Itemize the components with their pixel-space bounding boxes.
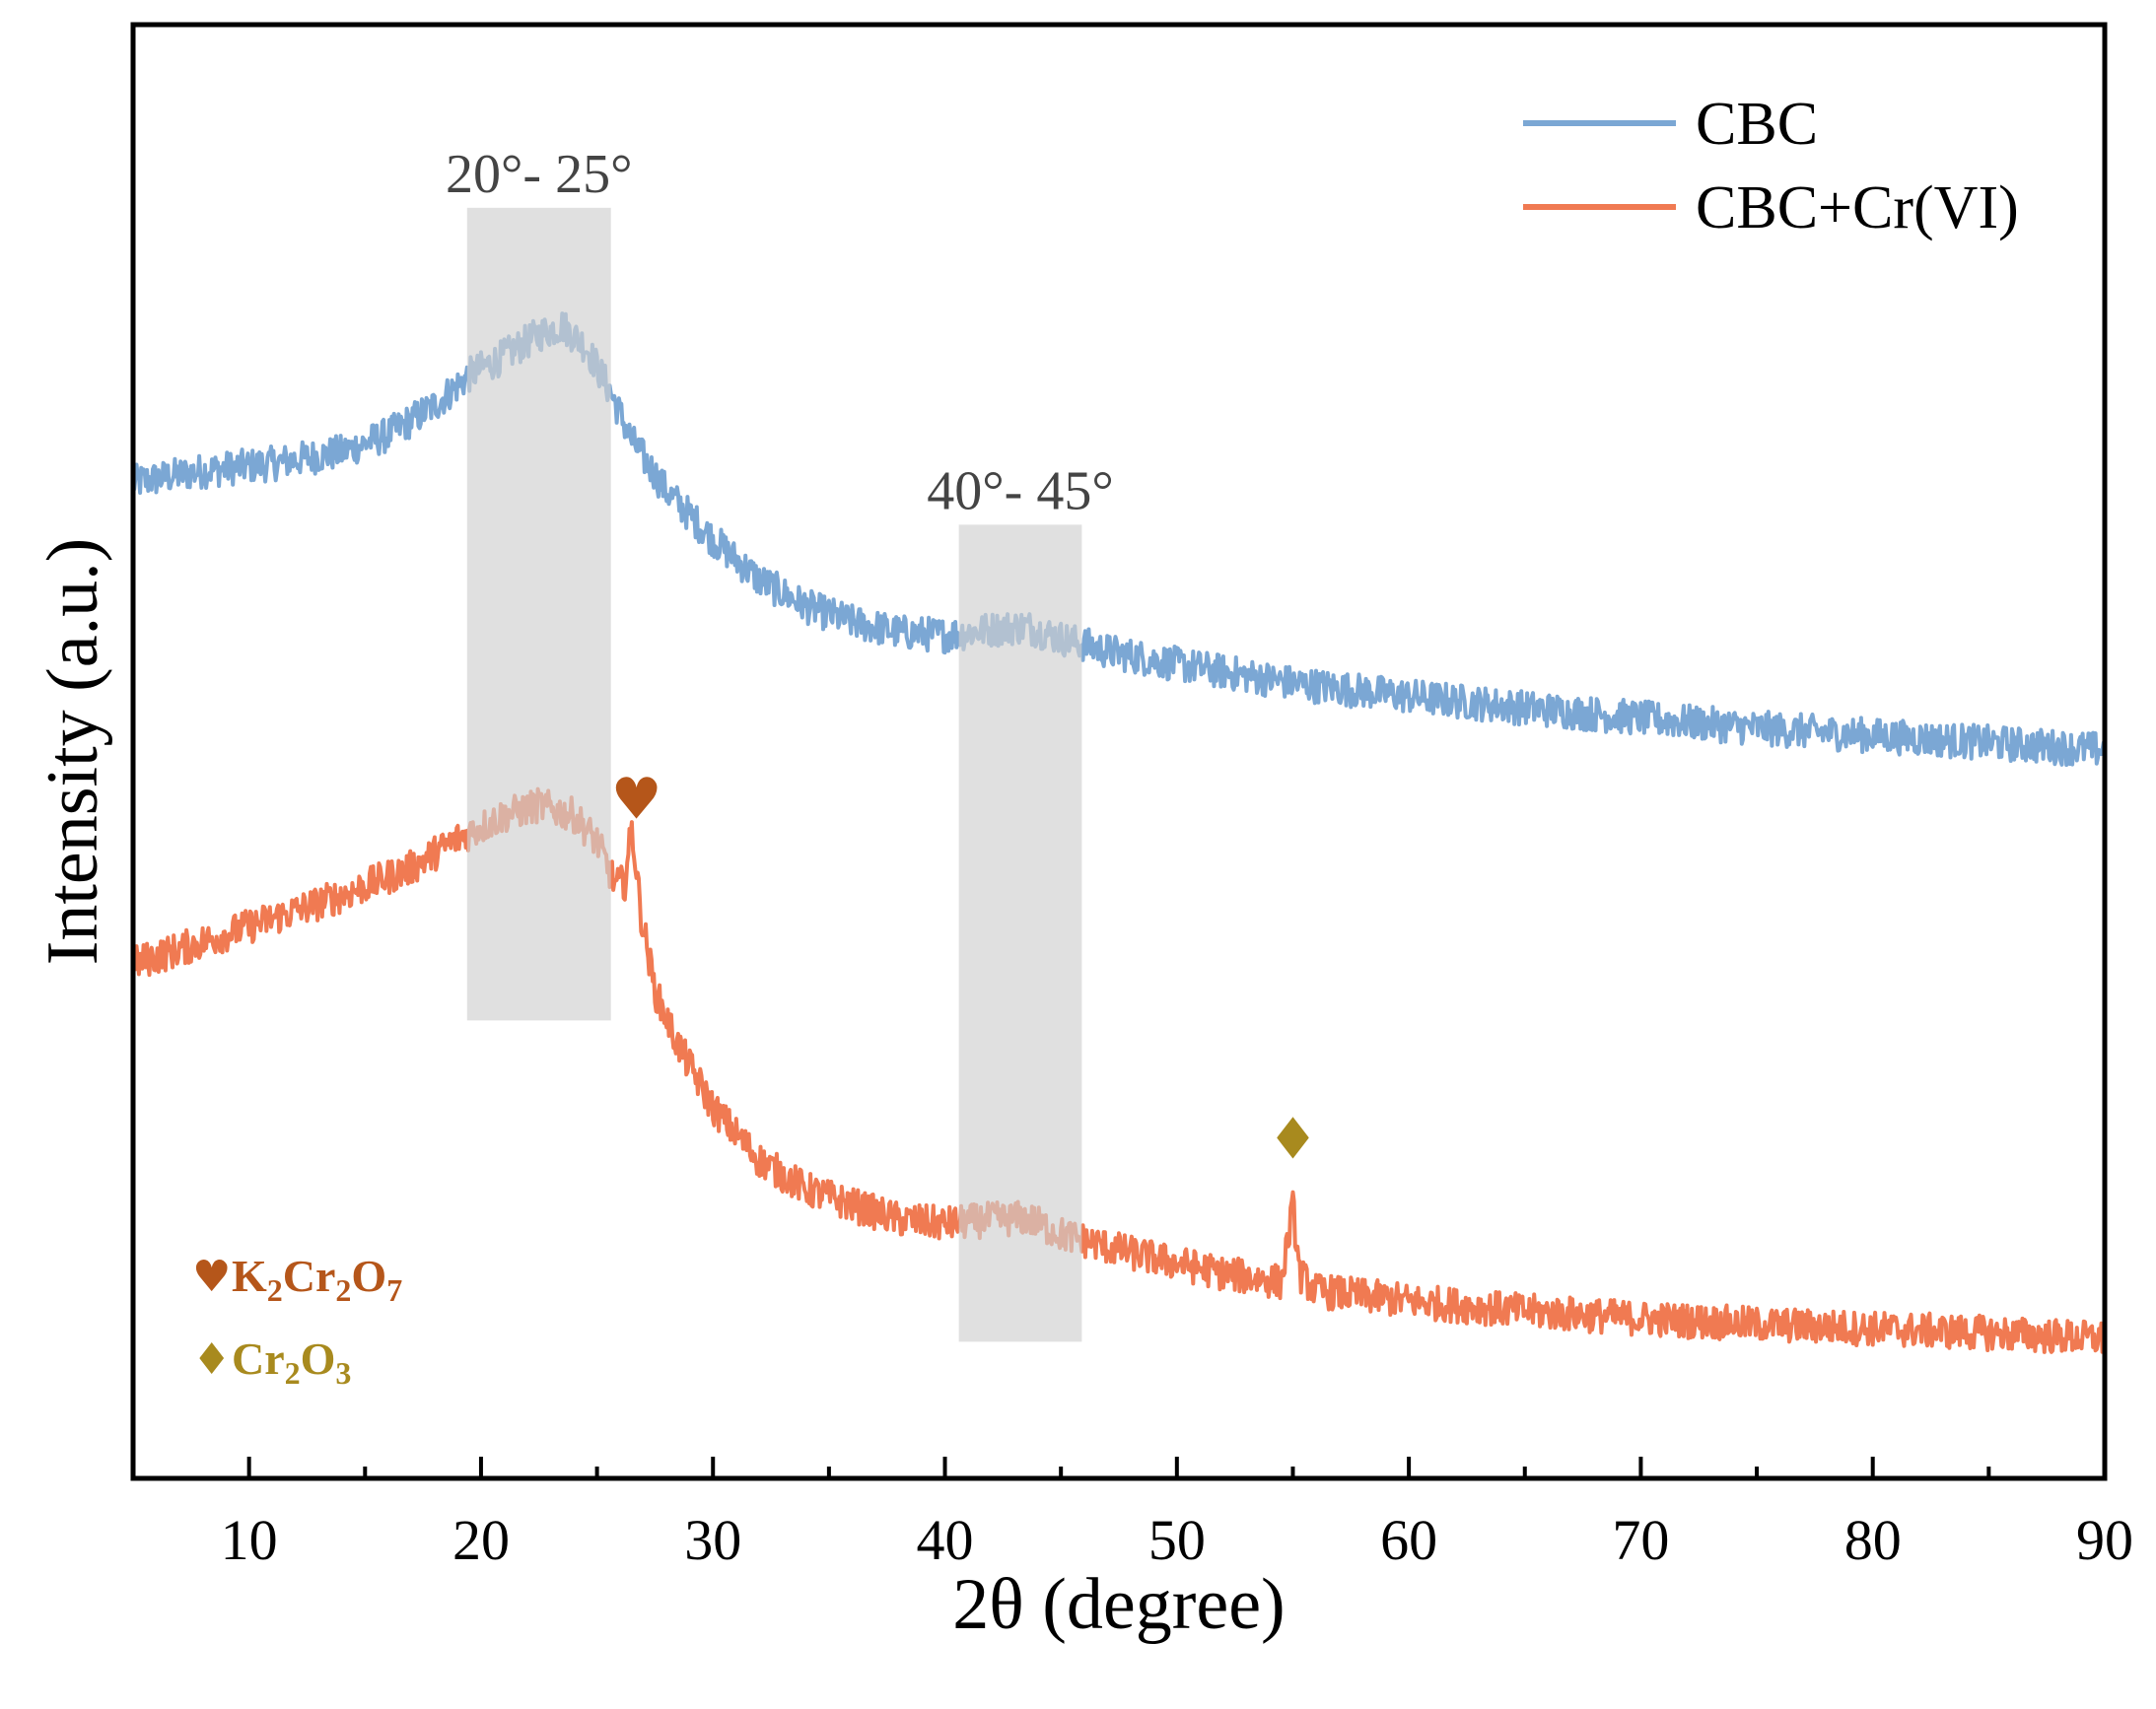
legend-label-1: CBC+Cr(VI) xyxy=(1696,174,2019,241)
phase-label-part: 2 xyxy=(335,1272,351,1308)
x-tick-label-10: 10 xyxy=(221,1508,278,1572)
series-line-0 xyxy=(131,311,2107,768)
shaded-region-label-1: 40°- 45° xyxy=(927,460,1113,521)
phase-label-part: K xyxy=(232,1251,267,1301)
phase-label-1: Cr2O3 xyxy=(232,1333,351,1391)
x-tick-label-20: 20 xyxy=(452,1508,510,1572)
x-tick-label-70: 70 xyxy=(1612,1508,1669,1572)
x-axis-title: 2θ (degree) xyxy=(952,1564,1285,1645)
x-tick-label-40: 40 xyxy=(917,1508,974,1572)
x-tick-label-80: 80 xyxy=(1844,1508,1902,1572)
shaded-region-label-0: 20°- 25° xyxy=(446,144,632,205)
phase-label-part: 2 xyxy=(285,1355,301,1391)
series-line-1 xyxy=(131,786,2107,1354)
peak-marker-0: ♥ xyxy=(611,765,662,832)
phase-label-part: Cr xyxy=(283,1251,336,1301)
x-tick-label-50: 50 xyxy=(1148,1508,1206,1572)
phase-label-0: K2Cr2O7 xyxy=(232,1251,402,1308)
x-tick-label-90: 90 xyxy=(2076,1508,2133,1572)
x-tick-label-60: 60 xyxy=(1380,1508,1437,1572)
phase-label-part: 3 xyxy=(335,1355,351,1391)
plot-frame xyxy=(130,22,2108,1481)
phase-label-part: O xyxy=(351,1251,386,1301)
legend-label-0: CBC xyxy=(1696,91,1818,158)
shaded-region-1 xyxy=(958,524,1082,1342)
phase-label-part: O xyxy=(301,1333,336,1384)
y-axis-title: Intensity (a.u.) xyxy=(33,538,113,966)
x-tick-label-30: 30 xyxy=(684,1508,741,1572)
shaded-region-0 xyxy=(466,207,611,1021)
phase-symbol-0: ♥ xyxy=(192,1252,231,1302)
phase-label-part: 2 xyxy=(267,1272,283,1308)
phase-label-part: Cr xyxy=(232,1333,285,1384)
peak-marker-1: ♦ xyxy=(1267,1106,1318,1173)
phase-symbol-1: ♦ xyxy=(192,1334,231,1385)
phase-label-part: 7 xyxy=(386,1272,402,1308)
